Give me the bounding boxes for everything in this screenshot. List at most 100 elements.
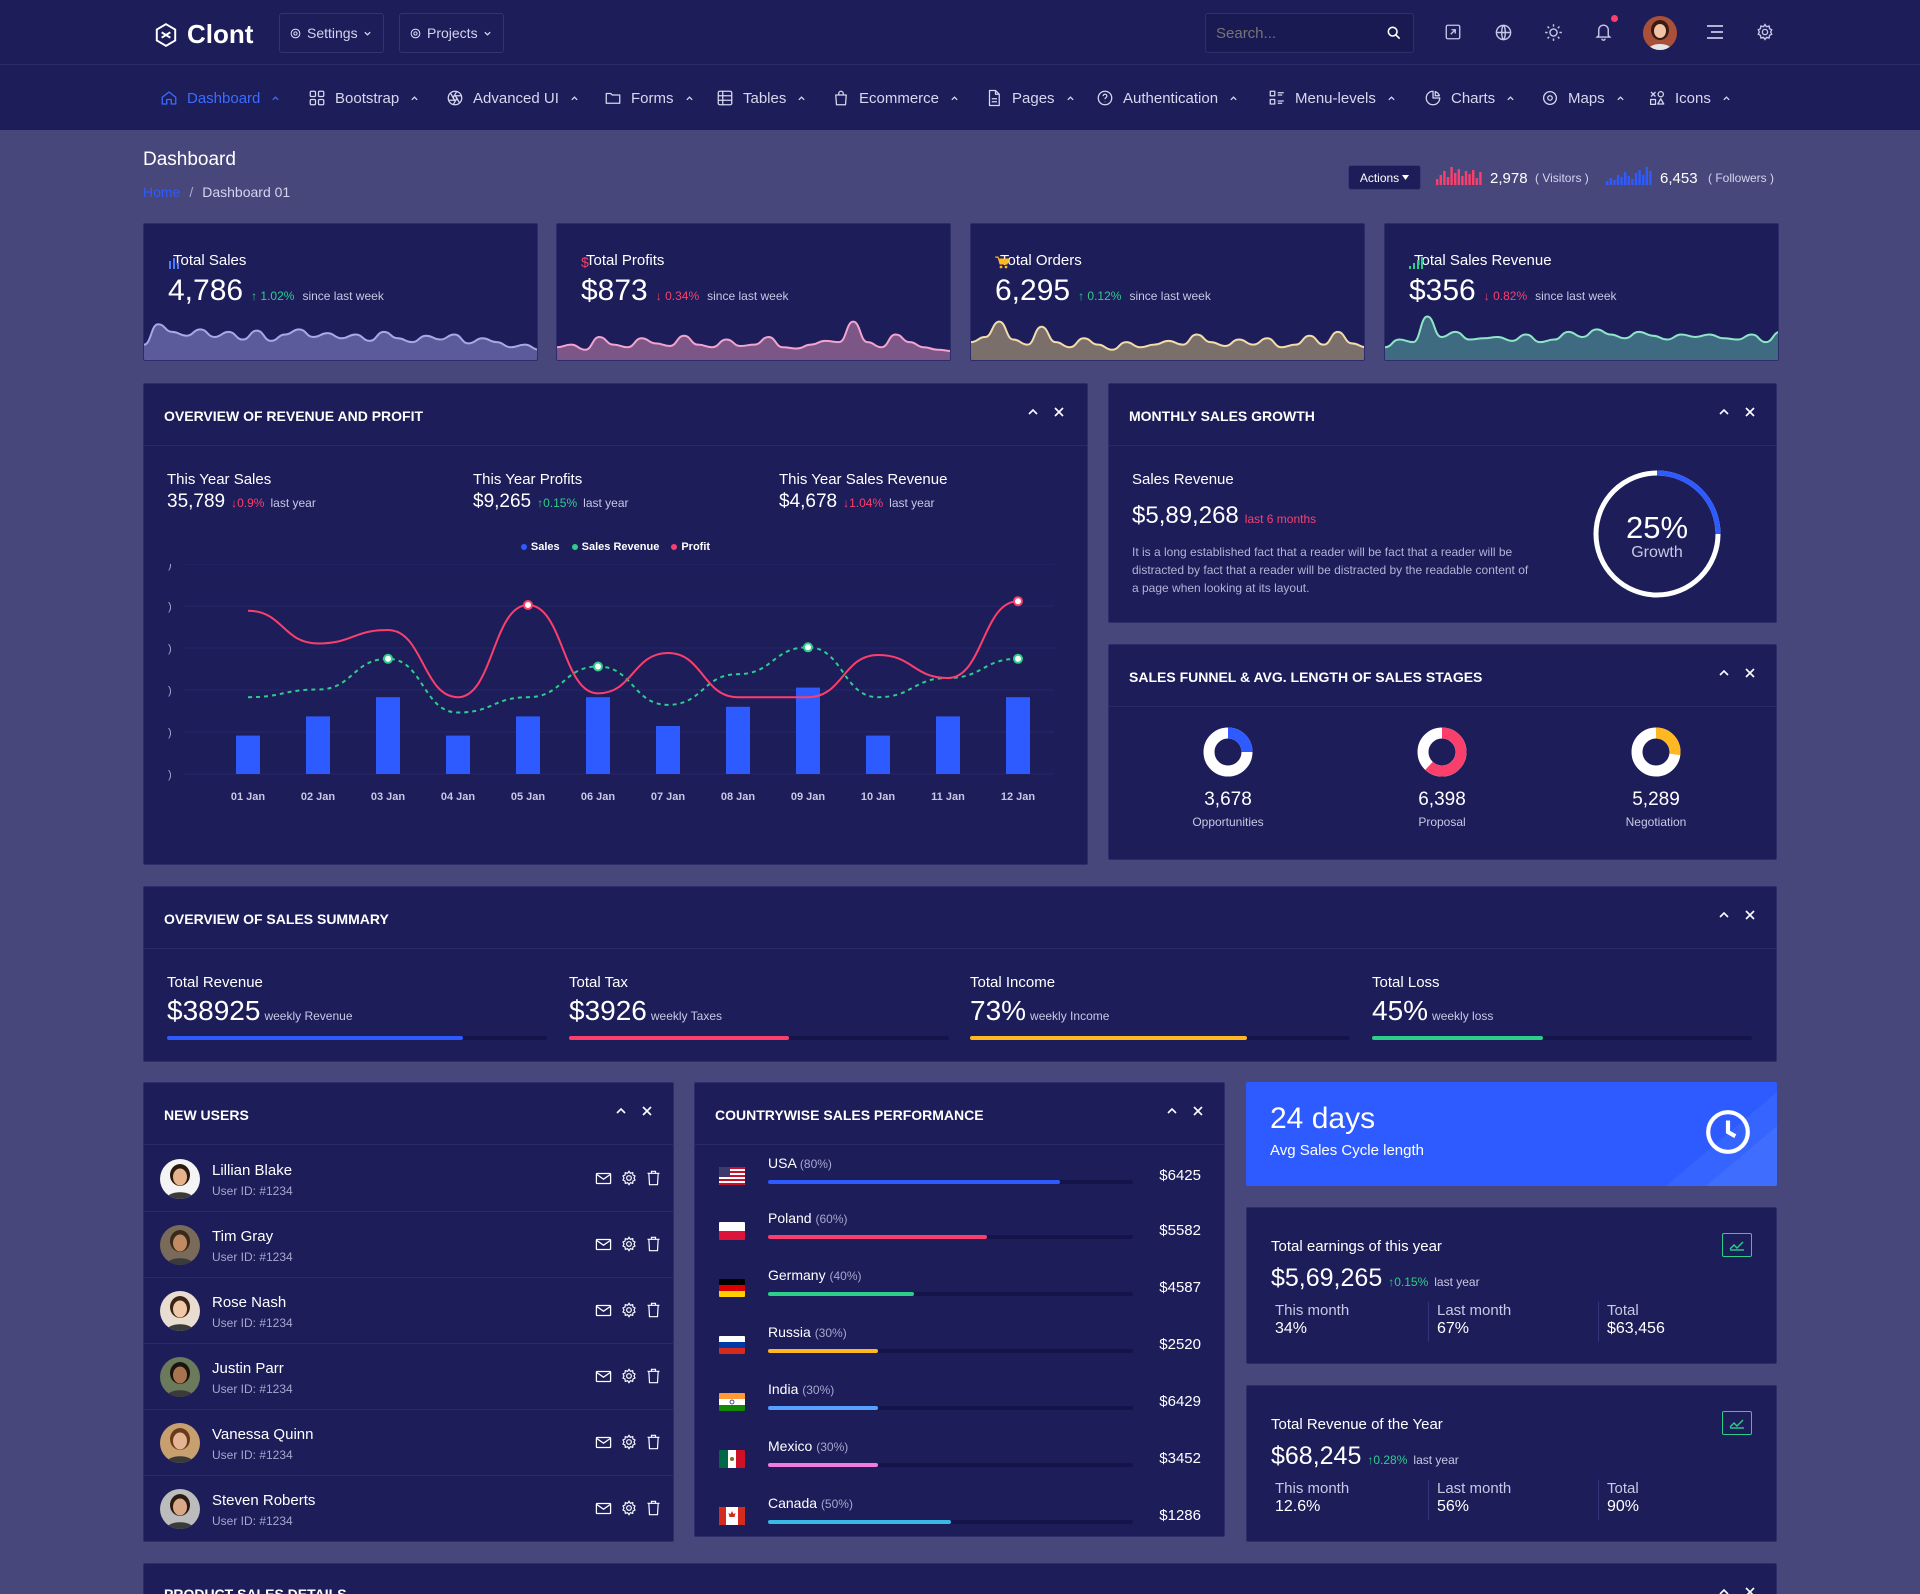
caret-down-icon [1402, 175, 1410, 180]
country-row-poland[interactable]: Poland (60%) $5582 [695, 1201, 1224, 1258]
mail-icon[interactable] [595, 1368, 612, 1384]
country-row-usa[interactable]: USA (80%) $6425 [695, 1146, 1224, 1203]
user-row[interactable]: Rose Nash User ID: #1234 [144, 1278, 673, 1344]
trend-up-icon[interactable] [1722, 1411, 1752, 1435]
card-header: OVERVIEW OF REVENUE AND PROFIT [144, 384, 1087, 446]
nav-item-forms[interactable]: Forms [604, 87, 694, 109]
close-icon[interactable] [1744, 909, 1756, 921]
gear-icon [409, 27, 422, 40]
trash-icon[interactable] [646, 1500, 661, 1516]
bell-icon[interactable] [1594, 21, 1613, 42]
gear-icon[interactable] [621, 1236, 637, 1252]
follower-bar [1631, 179, 1634, 185]
country-progress-fill [768, 1406, 878, 1410]
user-avatar[interactable] [1643, 16, 1677, 50]
country-name-row: Canada (50%) [768, 1495, 853, 1511]
user-row[interactable]: Tim Gray User ID: #1234 [144, 1212, 673, 1278]
mail-icon[interactable] [595, 1236, 612, 1252]
user-row[interactable]: Steven Roberts User ID: #1234 [144, 1476, 673, 1541]
trash-icon[interactable] [646, 1236, 661, 1252]
country-row-russia[interactable]: Russia (30%) $2520 [695, 1315, 1224, 1372]
close-icon[interactable] [641, 1105, 653, 1117]
gear-icon[interactable] [621, 1500, 637, 1516]
overview-stat-label: This Year Sales Revenue [779, 471, 948, 488]
search-input[interactable] [1216, 23, 1376, 43]
mail-icon[interactable] [595, 1302, 612, 1318]
country-progress-fill [768, 1235, 987, 1239]
nav-item-label: Dashboard [187, 89, 261, 107]
collapse-icon[interactable] [1718, 667, 1730, 679]
sun-icon[interactable] [1544, 23, 1563, 42]
mail-icon[interactable] [595, 1500, 612, 1516]
nav-item-advanced-ui[interactable]: Advanced UI [446, 87, 579, 109]
legend-item[interactable]: Sales Revenue [571, 541, 659, 553]
settings-dropdown[interactable]: Settings [279, 13, 384, 53]
user-row[interactable]: Lillian Blake User ID: #1234 [144, 1146, 673, 1212]
nav-item-icons[interactable]: Icons [1648, 87, 1731, 109]
collapse-icon[interactable] [1718, 909, 1730, 921]
projects-dropdown[interactable]: Projects [399, 13, 504, 53]
mail-icon[interactable] [595, 1170, 612, 1186]
nav-item-tables[interactable]: Tables [716, 87, 806, 109]
country-progress-track [768, 1349, 1133, 1353]
y-tick-label: ) [168, 685, 172, 697]
nav-item-maps[interactable]: Maps [1541, 87, 1625, 109]
gear-icon[interactable] [621, 1170, 637, 1186]
user-row[interactable]: Vanessa Quinn User ID: #1234 [144, 1410, 673, 1476]
search-icon[interactable] [1386, 25, 1402, 41]
total-earnings-card: Total earnings of this year $5,69,265 ↑0… [1246, 1207, 1777, 1364]
nav-item-bootstrap[interactable]: Bootstrap [308, 87, 419, 109]
legend-item[interactable]: Profit [671, 541, 710, 553]
nav-item-dashboard[interactable]: Dashboard [160, 87, 280, 109]
nav-item-ecommerce[interactable]: Ecommerce [832, 87, 959, 109]
actions-button[interactable]: Actions [1348, 165, 1421, 190]
trash-icon[interactable] [646, 1434, 661, 1450]
country-percent: (50%) [820, 1497, 853, 1511]
trend-up-icon[interactable] [1722, 1233, 1752, 1257]
follower-bar [1620, 177, 1623, 185]
globe-icon[interactable] [1494, 23, 1513, 42]
user-row[interactable]: Justin Parr User ID: #1234 [144, 1344, 673, 1410]
country-row-canada[interactable]: Canada (50%) $1286 [695, 1486, 1224, 1536]
gear-icon[interactable] [621, 1434, 637, 1450]
menu-lines-icon[interactable] [1706, 24, 1724, 40]
close-icon[interactable] [1192, 1105, 1204, 1117]
trash-icon[interactable] [646, 1302, 661, 1318]
trash-icon[interactable] [646, 1170, 661, 1186]
nav-item-pages[interactable]: Pages [985, 87, 1075, 109]
collapse-icon[interactable] [1718, 406, 1730, 418]
country-row-mexico[interactable]: Mexico (30%) $3452 [695, 1429, 1224, 1486]
nav-item-label: Maps [1568, 89, 1605, 107]
nav-item-menu-levels[interactable]: Menu-levels [1268, 87, 1396, 109]
close-icon[interactable] [1744, 667, 1756, 679]
x-tick-label: 03 Jan [371, 791, 406, 803]
collapse-icon[interactable] [1718, 1586, 1730, 1594]
close-icon[interactable] [1744, 406, 1756, 418]
close-icon[interactable] [1744, 1586, 1756, 1594]
search-box[interactable] [1205, 13, 1414, 53]
trash-icon[interactable] [646, 1368, 661, 1384]
chart-legend: Sales Sales Revenue Profit [144, 541, 1087, 553]
nav-item-authentication[interactable]: Authentication [1096, 87, 1238, 109]
settings-gear-icon[interactable] [1756, 23, 1774, 41]
country-row-india[interactable]: India (30%) $6429 [695, 1372, 1224, 1429]
fullscreen-icon[interactable] [1444, 23, 1462, 41]
mail-icon[interactable] [595, 1434, 612, 1450]
gear-icon[interactable] [621, 1302, 637, 1318]
gear-icon[interactable] [621, 1368, 637, 1384]
collapse-icon[interactable] [1027, 406, 1039, 418]
brand-logo[interactable]: Clont [153, 19, 253, 50]
follower-bar [1645, 167, 1648, 185]
collapse-icon[interactable] [615, 1105, 627, 1117]
nav-item-charts[interactable]: Charts [1424, 87, 1515, 109]
country-row-germany[interactable]: Germany (40%) $4587 [695, 1258, 1224, 1315]
svg-text:$: $ [581, 255, 589, 269]
x-tick-label: 08 Jan [721, 791, 756, 803]
breadcrumb-home[interactable]: Home [143, 184, 181, 200]
collapse-icon[interactable] [1166, 1105, 1178, 1117]
legend-item[interactable]: Sales [520, 541, 560, 553]
close-icon[interactable] [1053, 406, 1065, 418]
visitor-bar [1436, 179, 1439, 185]
funnel-value: 6,398 [1418, 789, 1466, 810]
kpi-card-total-sales-revenue: Total Sales Revenue $356 ↓ 0.82% since last… [1384, 223, 1779, 361]
